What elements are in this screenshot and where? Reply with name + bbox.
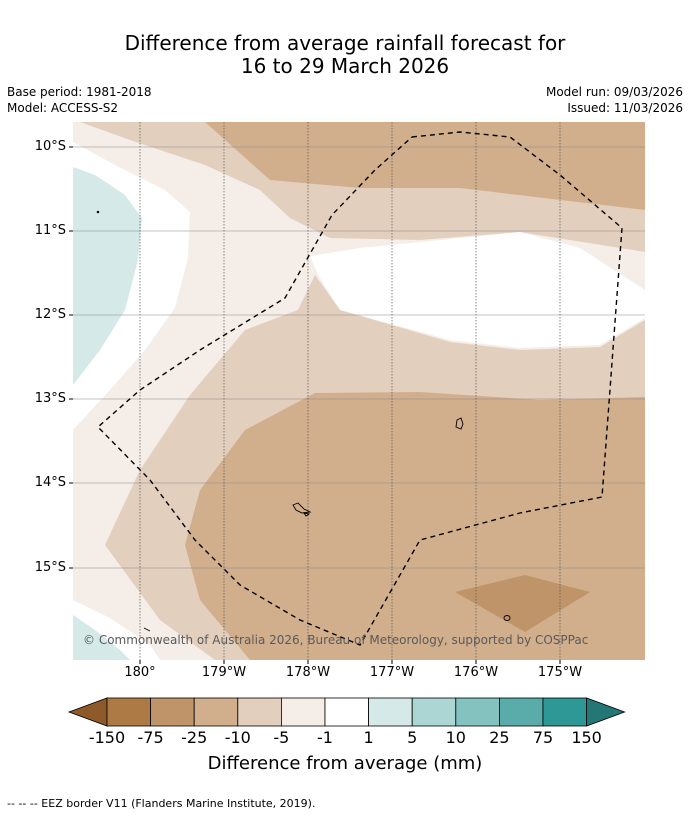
colorbar-tick-label: 75 <box>532 728 554 747</box>
island-southwest <box>143 627 151 632</box>
copyright-notice: © Commonwealth of Australia 2026, Bureau… <box>83 633 589 647</box>
eez-border <box>96 131 623 646</box>
colorbar-tick-label: 1 <box>363 728 374 747</box>
colorbar-tick-label: 10 <box>445 728 466 747</box>
base-period: Base period: 1981-2018 <box>7 85 152 99</box>
lon-label-177w: 177°W <box>369 665 415 680</box>
colorbar-swatch <box>150 697 195 727</box>
colorbar-swatch <box>106 697 151 727</box>
colorbar-swatch <box>411 697 457 727</box>
island-south <box>503 615 511 621</box>
lon-label-180: 180° <box>124 665 156 680</box>
lat-label-14s: 14°S <box>34 475 66 490</box>
colorbar <box>67 697 626 727</box>
colorbar-swatch <box>368 697 413 727</box>
island-west <box>292 502 312 514</box>
model-name: Model: ACCESS-S2 <box>7 101 119 115</box>
colorbar-tick-label: 150 <box>571 728 602 747</box>
colorbar-tick-label: -75 <box>137 728 164 747</box>
contour-minus-25-to-75 <box>455 575 590 632</box>
colorbar-swatch <box>498 697 544 727</box>
colorbar-tick-label: -1 <box>317 728 333 747</box>
meridians <box>139 122 561 660</box>
colorbar-tick-label: -25 <box>181 728 208 747</box>
title-line-2: 16 to 29 March 2026 <box>240 54 450 78</box>
lat-label-11s: 11°S <box>34 223 66 238</box>
model-run: Model run: 09/03/2026 <box>545 85 683 99</box>
colorbar-arrow-high <box>586 697 626 727</box>
colorbar-arrow-low <box>67 697 108 727</box>
lat-label-15s: 15°S <box>34 560 66 575</box>
islands <box>96 210 511 632</box>
colorbar-tick-label: 5 <box>407 728 418 747</box>
contour-plus-1-to-5 <box>73 167 142 385</box>
colorbar-tick-label: -5 <box>273 728 290 747</box>
axis-ticks <box>69 146 561 664</box>
colorbar-swatch <box>542 697 587 727</box>
colorbar-title: Difference from average (mm) <box>207 753 483 774</box>
eez-legend-note: -- -- -- EEZ border V11 (Flanders Marine… <box>7 797 316 810</box>
colorbar-tick-label: -150 <box>88 728 126 747</box>
island-west-small <box>303 512 311 517</box>
colorbar-swatch <box>455 697 500 727</box>
lon-label-175w: 175°W <box>537 665 583 680</box>
colorbar-swatch <box>324 697 369 727</box>
lat-label-13s: 13°S <box>34 391 66 406</box>
colorbar-swatch <box>280 697 326 727</box>
lon-label-176w: 176°W <box>453 665 499 680</box>
island-northwest <box>96 210 100 214</box>
colorbar-tick-label: -10 <box>224 728 251 747</box>
colorbar-tick-label: 25 <box>489 728 510 747</box>
lat-label-10s: 10°S <box>34 139 66 154</box>
title-line-1: Difference from average rainfall forecas… <box>124 31 566 55</box>
island-east <box>455 417 464 430</box>
issued-date: Issued: 11/03/2026 <box>567 101 683 115</box>
lon-label-178w: 178°W <box>285 665 331 680</box>
lat-label-12s: 12°S <box>34 307 66 322</box>
rainfall-contours <box>73 122 645 660</box>
contour-plus-1-to-5-south <box>73 615 130 660</box>
gridlines <box>73 146 645 569</box>
colorbar-swatch <box>193 697 239 727</box>
lon-label-179w: 179°W <box>201 665 247 680</box>
colorbar-swatch <box>237 697 282 727</box>
contour-normal-north <box>310 232 645 348</box>
